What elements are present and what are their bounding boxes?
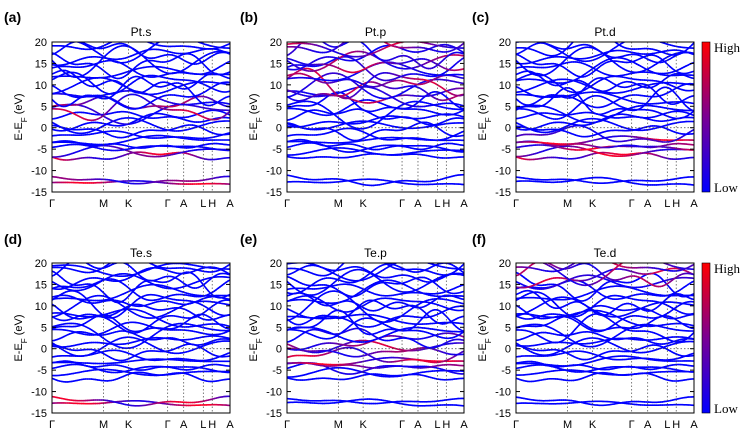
band-line-segment [189,39,191,40]
band-line-segment [113,40,115,41]
band-line-segment [165,38,167,39]
x-tick-label: K [125,198,133,210]
x-tick-label: A [226,198,234,210]
x-tick-label: L [200,198,206,210]
plot-frame [51,41,231,193]
band-line-segment [169,37,171,38]
x-tick-label: H [208,198,216,210]
band-line-segment [190,39,192,40]
band-line-segment [192,40,194,41]
band-line-segment [185,38,187,39]
y-tick-label: 15 [35,58,47,70]
bands-group [287,42,464,187]
y-tick-label: 0 [41,123,47,135]
band-line-segment [143,40,145,41]
x-tick-label: Γ [165,198,171,210]
band-line-segment [141,40,143,41]
y-tick-label: -5 [37,144,47,156]
band-line-segment [167,38,169,39]
x-tick-label: A [180,198,188,210]
band-line-segment [115,39,117,40]
band-line-segment [75,42,77,43]
panel-label: (a) [4,9,21,25]
band-line-segment [119,38,121,39]
y-tick-label: 20 [35,37,47,49]
y-tick-label: 10 [35,80,47,92]
panel-title: Pt.s [131,25,152,39]
band-line-segment [117,39,119,40]
band-line-segment [121,38,123,39]
x-tick-label: Γ [49,198,55,210]
band-line-segment [161,40,163,41]
band-line-segment [163,39,165,40]
y-tick-label: -15 [31,187,47,199]
band-line-segment [195,42,197,43]
band-line-segment [187,38,189,39]
y-tick-label: 5 [41,101,47,113]
x-tick-label: M [99,198,108,210]
y-tick-label: -10 [31,166,47,178]
y-axis-label: E-EF (eV) [13,93,29,140]
